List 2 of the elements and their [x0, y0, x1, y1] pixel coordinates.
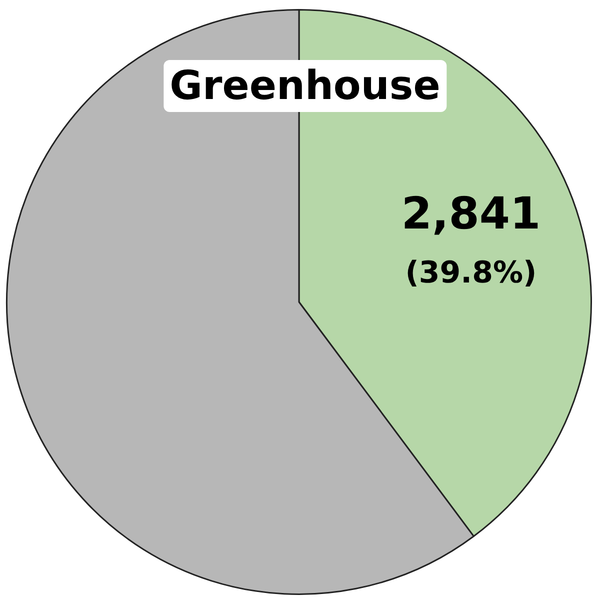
- text: Greenhouse: [164, 60, 446, 112]
- data-label: 2,841 (39.8%): [401, 188, 541, 291]
